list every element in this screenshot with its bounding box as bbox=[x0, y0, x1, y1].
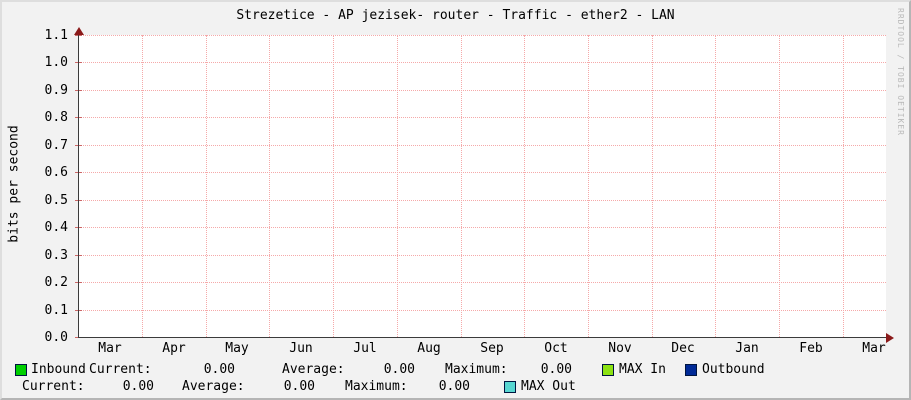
h-gridline bbox=[78, 117, 886, 118]
y-tick-label: 0.0 bbox=[44, 330, 68, 345]
x-tick-label: Apr bbox=[162, 341, 186, 356]
inbound-current-value: 0.00 bbox=[203, 362, 235, 377]
y-axis-line bbox=[78, 29, 79, 337]
max-out-label: MAX Out bbox=[521, 379, 576, 394]
max-out-swatch bbox=[504, 381, 516, 393]
max-in-swatch bbox=[602, 364, 614, 376]
v-gridline bbox=[652, 35, 653, 337]
x-tick-label: Dec bbox=[671, 341, 695, 356]
h-gridline bbox=[78, 145, 886, 146]
outbound-maximum-label: Maximum: bbox=[345, 379, 408, 394]
h-gridline bbox=[78, 172, 886, 173]
y-axis-arrow-icon bbox=[74, 27, 84, 35]
x-tick-label: Aug bbox=[417, 341, 441, 356]
x-tick-label: Oct bbox=[544, 341, 568, 356]
plot-area bbox=[78, 35, 886, 337]
v-gridline bbox=[269, 35, 270, 337]
inbound-current-label: Current: bbox=[89, 362, 152, 377]
inbound-maximum-value: 0.00 bbox=[540, 362, 572, 377]
x-tick-label: Sep bbox=[480, 341, 504, 356]
y-tick-label: 0.5 bbox=[44, 193, 68, 208]
outbound-current-label: Current: bbox=[22, 379, 85, 394]
v-gridline bbox=[588, 35, 589, 337]
outbound-average-label: Average: bbox=[182, 379, 245, 394]
outbound-average-value: 0.00 bbox=[283, 379, 315, 394]
y-tick-label: 0.7 bbox=[44, 138, 68, 153]
y-tick-label: 0.8 bbox=[44, 110, 68, 125]
inbound-swatch bbox=[15, 364, 27, 376]
y-tick-label: 0.3 bbox=[44, 248, 68, 263]
y-tick-label: 1.1 bbox=[44, 28, 68, 43]
h-gridline bbox=[78, 62, 886, 63]
x-tick-label: Jan bbox=[735, 341, 759, 356]
x-tick-label: Jun bbox=[289, 341, 313, 356]
outbound-label: Outbound bbox=[702, 362, 765, 377]
inbound-average-value: 0.00 bbox=[383, 362, 415, 377]
x-tick-label: Mar bbox=[862, 341, 886, 356]
v-gridline bbox=[333, 35, 334, 337]
max-in-label: MAX In bbox=[619, 362, 666, 377]
y-tick-label: 0.1 bbox=[44, 303, 68, 318]
h-gridline bbox=[78, 310, 886, 311]
h-gridline bbox=[78, 90, 886, 91]
v-gridline bbox=[779, 35, 780, 337]
v-gridline bbox=[142, 35, 143, 337]
y-tick-label: 0.4 bbox=[44, 220, 68, 235]
outbound-swatch bbox=[685, 364, 697, 376]
outbound-current-value: 0.00 bbox=[122, 379, 154, 394]
y-tick-label: 1.0 bbox=[44, 55, 68, 70]
rrdtool-watermark: RRDTOOL / TOBI OETIKER bbox=[896, 8, 905, 136]
inbound-label: Inbound bbox=[31, 362, 86, 377]
x-axis-arrow-icon bbox=[886, 333, 894, 343]
x-tick-label: Mar bbox=[98, 341, 122, 356]
graph-title: Strezetice - AP jezisek- router - Traffi… bbox=[236, 8, 675, 23]
v-gridline bbox=[715, 35, 716, 337]
v-gridline bbox=[206, 35, 207, 337]
h-gridline bbox=[78, 227, 886, 228]
x-tick-label: Nov bbox=[608, 341, 632, 356]
x-tick-label: Feb bbox=[799, 341, 823, 356]
y-tick-label: 0.2 bbox=[44, 275, 68, 290]
v-gridline bbox=[524, 35, 525, 337]
h-gridline bbox=[78, 255, 886, 256]
h-gridline bbox=[78, 282, 886, 283]
y-tick-label: 0.9 bbox=[44, 83, 68, 98]
outbound-maximum-value: 0.00 bbox=[438, 379, 470, 394]
inbound-average-label: Average: bbox=[282, 362, 345, 377]
y-tick-label: 0.6 bbox=[44, 165, 68, 180]
inbound-maximum-label: Maximum: bbox=[445, 362, 508, 377]
v-gridline bbox=[843, 35, 844, 337]
v-gridline bbox=[397, 35, 398, 337]
x-tick-label: May bbox=[225, 341, 249, 356]
x-axis-line bbox=[78, 337, 888, 338]
x-tick-label: Jul bbox=[353, 341, 377, 356]
h-gridline bbox=[78, 200, 886, 201]
v-gridline bbox=[461, 35, 462, 337]
h-gridline bbox=[78, 35, 886, 36]
